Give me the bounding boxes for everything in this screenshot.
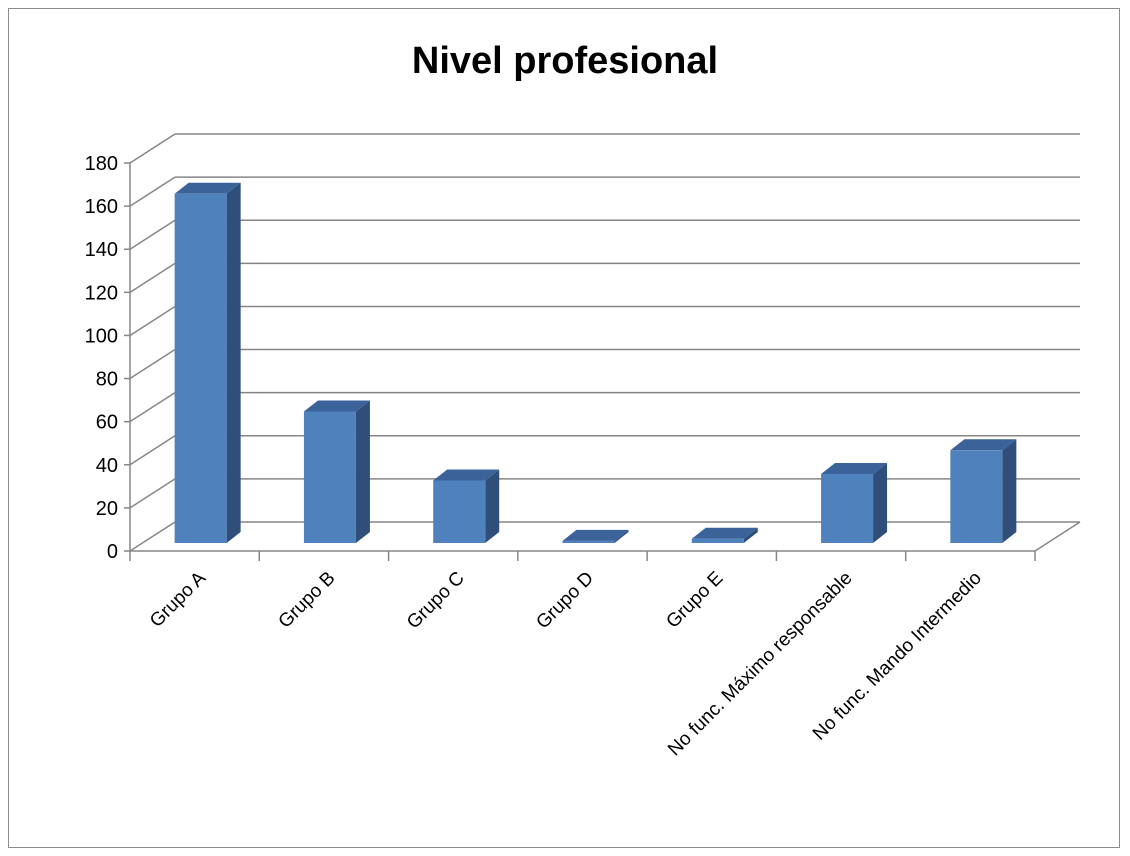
chart-x-tick-labels: Grupo A Grupo B Grupo C Grupo D Grupo ENo fu…	[146, 567, 986, 760]
bar-5	[691, 527, 758, 543]
chart-gridlines	[129, 133, 1080, 552]
bar-front-face	[691, 538, 744, 543]
bar-6	[821, 463, 888, 543]
bar-side-face	[873, 463, 888, 543]
bar-front-face	[562, 540, 615, 543]
chart-axes	[124, 162, 1081, 561]
x-tick-label: Grupo D	[532, 568, 598, 634]
bar-front-face	[821, 474, 874, 543]
y-tick-label: 140	[85, 239, 118, 261]
chart-y-tick-labels: 0 20 40 60 80 100 120 140 160 180	[85, 153, 118, 563]
bar-top-face	[691, 527, 758, 539]
gridline-side-0	[129, 521, 176, 552]
bar-top-face	[174, 182, 241, 194]
gridline-side-140	[129, 219, 176, 250]
bar-7	[950, 439, 1017, 543]
x-tick-label: Grupo A	[146, 567, 210, 631]
y-tick-label: 100	[85, 325, 118, 347]
chart-title: Nivel profesional	[411, 40, 719, 82]
y-tick-label: 180	[85, 153, 118, 175]
bar-side-face	[743, 527, 758, 543]
bar-top-face	[562, 529, 629, 541]
bar-side-face	[485, 469, 500, 543]
bar-top-face	[303, 400, 370, 412]
bar-side-face	[614, 529, 629, 543]
y-tick-label: 80	[96, 369, 118, 391]
bar-side-face	[226, 182, 241, 544]
x-tick-label: Grupo E	[662, 568, 727, 633]
gridline-side-80	[129, 348, 176, 380]
y-tick-label: 20	[96, 498, 118, 520]
chart-bars	[174, 182, 1017, 544]
x-tick-label: Grupo C	[403, 568, 469, 634]
gridline-side-40	[129, 435, 176, 466]
y-tick-label: 0	[107, 541, 118, 563]
y-tick-label: 60	[96, 412, 118, 434]
bar-side-face	[355, 400, 370, 543]
bar-1	[174, 182, 241, 544]
gridline-side-100	[129, 305, 176, 337]
bar-top-face	[821, 463, 888, 475]
bar-top-face	[433, 469, 500, 481]
gridline-side-60	[129, 392, 176, 423]
bar-top-face	[950, 439, 1017, 451]
bar-front-face	[433, 480, 486, 543]
bar-front-face	[303, 411, 356, 543]
gridline-side-120	[129, 262, 176, 293]
bar-2	[303, 400, 370, 543]
bar-front-face	[174, 193, 227, 544]
gridline-side-160	[129, 176, 176, 207]
gridline-side-20	[129, 478, 176, 509]
bar-side-face	[1002, 439, 1017, 543]
bar-front-face	[950, 450, 1003, 543]
y-tick-label: 40	[96, 455, 118, 477]
y-tick-label: 120	[85, 282, 118, 304]
gridline-side-180	[129, 133, 176, 164]
bar-4	[562, 529, 629, 543]
floor-right-edge	[1034, 521, 1081, 552]
bar-3	[433, 469, 500, 543]
x-tick-label: Grupo B	[275, 568, 340, 633]
y-tick-label: 160	[85, 196, 118, 218]
